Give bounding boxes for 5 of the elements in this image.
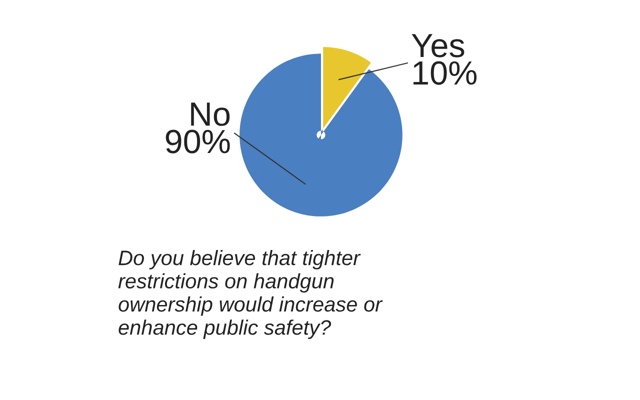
data-label: 10% <box>414 61 477 85</box>
slice-label: Yes <box>412 34 464 58</box>
data-label: 90% <box>166 130 230 154</box>
slice-label: No <box>191 102 230 126</box>
text: Do you believe that tighter restrictions on handgun ownership would increase or enhance public safety? <box>118 250 383 340</box>
